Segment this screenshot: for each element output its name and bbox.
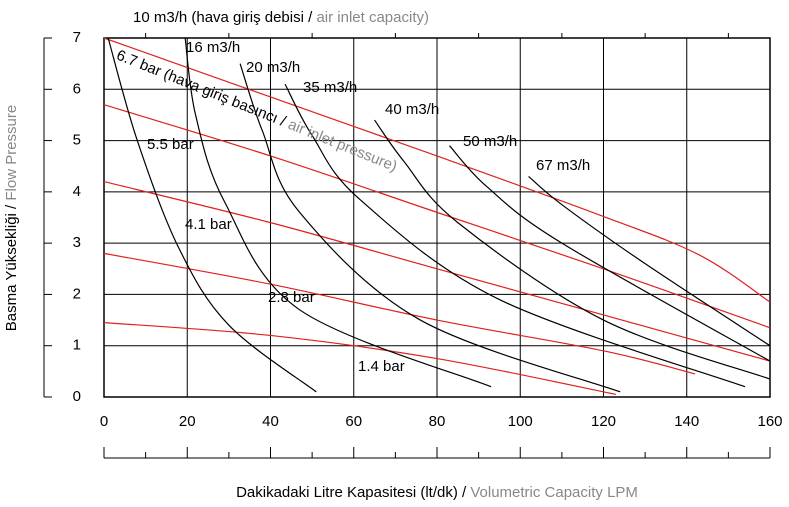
- x-tick-label: 20: [179, 413, 196, 430]
- series-name: 1.4 bar: [358, 358, 405, 375]
- x-tick-label: 0: [100, 413, 108, 430]
- series-name: 5.5 bar: [147, 136, 194, 153]
- series-line: [374, 119, 771, 380]
- series-line: [184, 37, 492, 388]
- series-line: [103, 37, 771, 303]
- x-tick-label: 80: [429, 413, 446, 430]
- series-label: 20 m3/h: [246, 59, 300, 76]
- series-line: [528, 176, 771, 347]
- series-label: 10 m3/h (hava giriş debisi / air inlet c…: [133, 9, 429, 26]
- series-line: [103, 181, 771, 362]
- series-line: [284, 83, 746, 388]
- x-tick-label: 140: [674, 413, 699, 430]
- series-label: 16 m3/h: [186, 39, 240, 56]
- series-label: 5.5 bar: [147, 136, 194, 153]
- plot-frame: [103, 37, 771, 398]
- series-label: 4.1 bar: [185, 216, 232, 233]
- series-name: 4.1 bar: [185, 216, 232, 233]
- series-name: 20 m3/h: [246, 59, 300, 76]
- y-tick-label: 0: [73, 388, 81, 405]
- series-label: 35 m3/h: [303, 79, 357, 96]
- y-tick-label: 2: [73, 285, 81, 302]
- y-tick-label: 4: [73, 183, 81, 200]
- y-tick-label: 1: [73, 337, 81, 354]
- series-line: [107, 37, 317, 393]
- series-label: 50 m3/h: [463, 133, 517, 150]
- series-label: 2.8 bar: [268, 289, 315, 306]
- series-line: [239, 63, 621, 393]
- series-name: 40 m3/h: [385, 101, 439, 118]
- series-line: [103, 252, 696, 375]
- y-axis-label: Basma Yüksekliği / Flow Pressure: [3, 105, 20, 331]
- x-label-en: Volumetric Capacity LPM: [470, 484, 638, 501]
- x-tick-label: 100: [508, 413, 533, 430]
- title-annotation-en: air inlet capacity): [316, 9, 429, 26]
- series-name: 16 m3/h: [186, 39, 240, 56]
- x-tick-label: 60: [345, 413, 362, 430]
- series-name: 2.8 bar: [268, 289, 315, 306]
- y-tick-label: 3: [73, 234, 81, 251]
- y-tick-label: 5: [73, 132, 81, 149]
- x-label-tr: Dakikadaki Litre Kapasitesi (lt/dk) /: [236, 484, 470, 501]
- series-label: 67 m3/h: [536, 157, 590, 174]
- x-tick-label: 120: [591, 413, 616, 430]
- series-label: 40 m3/h: [385, 101, 439, 118]
- x-tick-label: 160: [757, 413, 782, 430]
- series-name: 35 m3/h: [303, 79, 357, 96]
- series-line: [449, 145, 771, 362]
- y-label-tr: Basma Yüksekliği /: [3, 201, 20, 332]
- y-tick-label: 6: [73, 80, 81, 97]
- y-label-en: Flow Pressure: [3, 105, 20, 201]
- y-tick-label: 7: [73, 29, 81, 46]
- title-annotation: (hava giriş debisi /: [187, 9, 316, 26]
- x-tick-label: 40: [262, 413, 279, 430]
- series-name: 50 m3/h: [463, 133, 517, 150]
- series-line: [103, 104, 771, 329]
- series-name: 6.7 bar: [114, 47, 164, 80]
- series-label: 1.4 bar: [358, 358, 405, 375]
- series-name: 67 m3/h: [536, 157, 590, 174]
- x-axis-label: Dakikadaki Litre Kapasitesi (lt/dk) / Vo…: [236, 484, 638, 501]
- series-line: [103, 322, 617, 396]
- series-name: 10 m3/h: [133, 9, 187, 26]
